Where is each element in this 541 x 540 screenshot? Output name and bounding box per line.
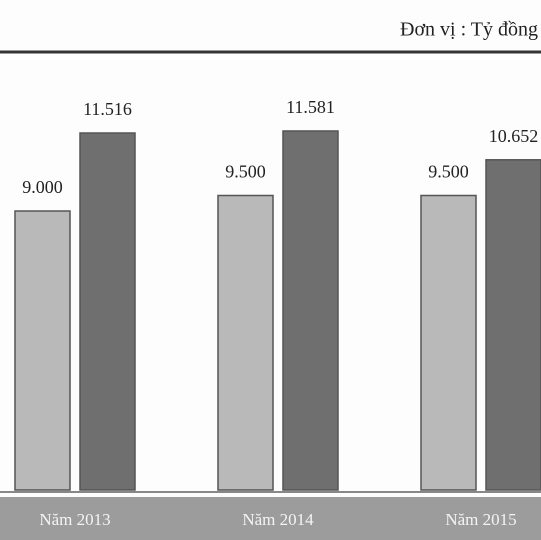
bar [14,210,71,491]
value-label: 9.000 [22,177,63,197]
x-tick-label: Năm 2013 [39,510,110,529]
bar [217,194,274,491]
value-label: 9.500 [428,162,469,182]
bar [79,132,136,491]
bar [420,194,477,491]
value-label: 9.500 [225,162,266,182]
unit-label: Đơn vị : Tỷ đồng [400,19,538,41]
value-label: 11.516 [83,99,132,119]
bar [485,159,541,491]
category-band [0,497,541,540]
x-tick-label: Năm 2015 [445,510,516,529]
x-tick-label: Năm 2014 [242,510,314,529]
value-label: 10.652 [489,126,539,146]
bar [282,130,339,491]
value-label: 11.581 [286,97,335,117]
